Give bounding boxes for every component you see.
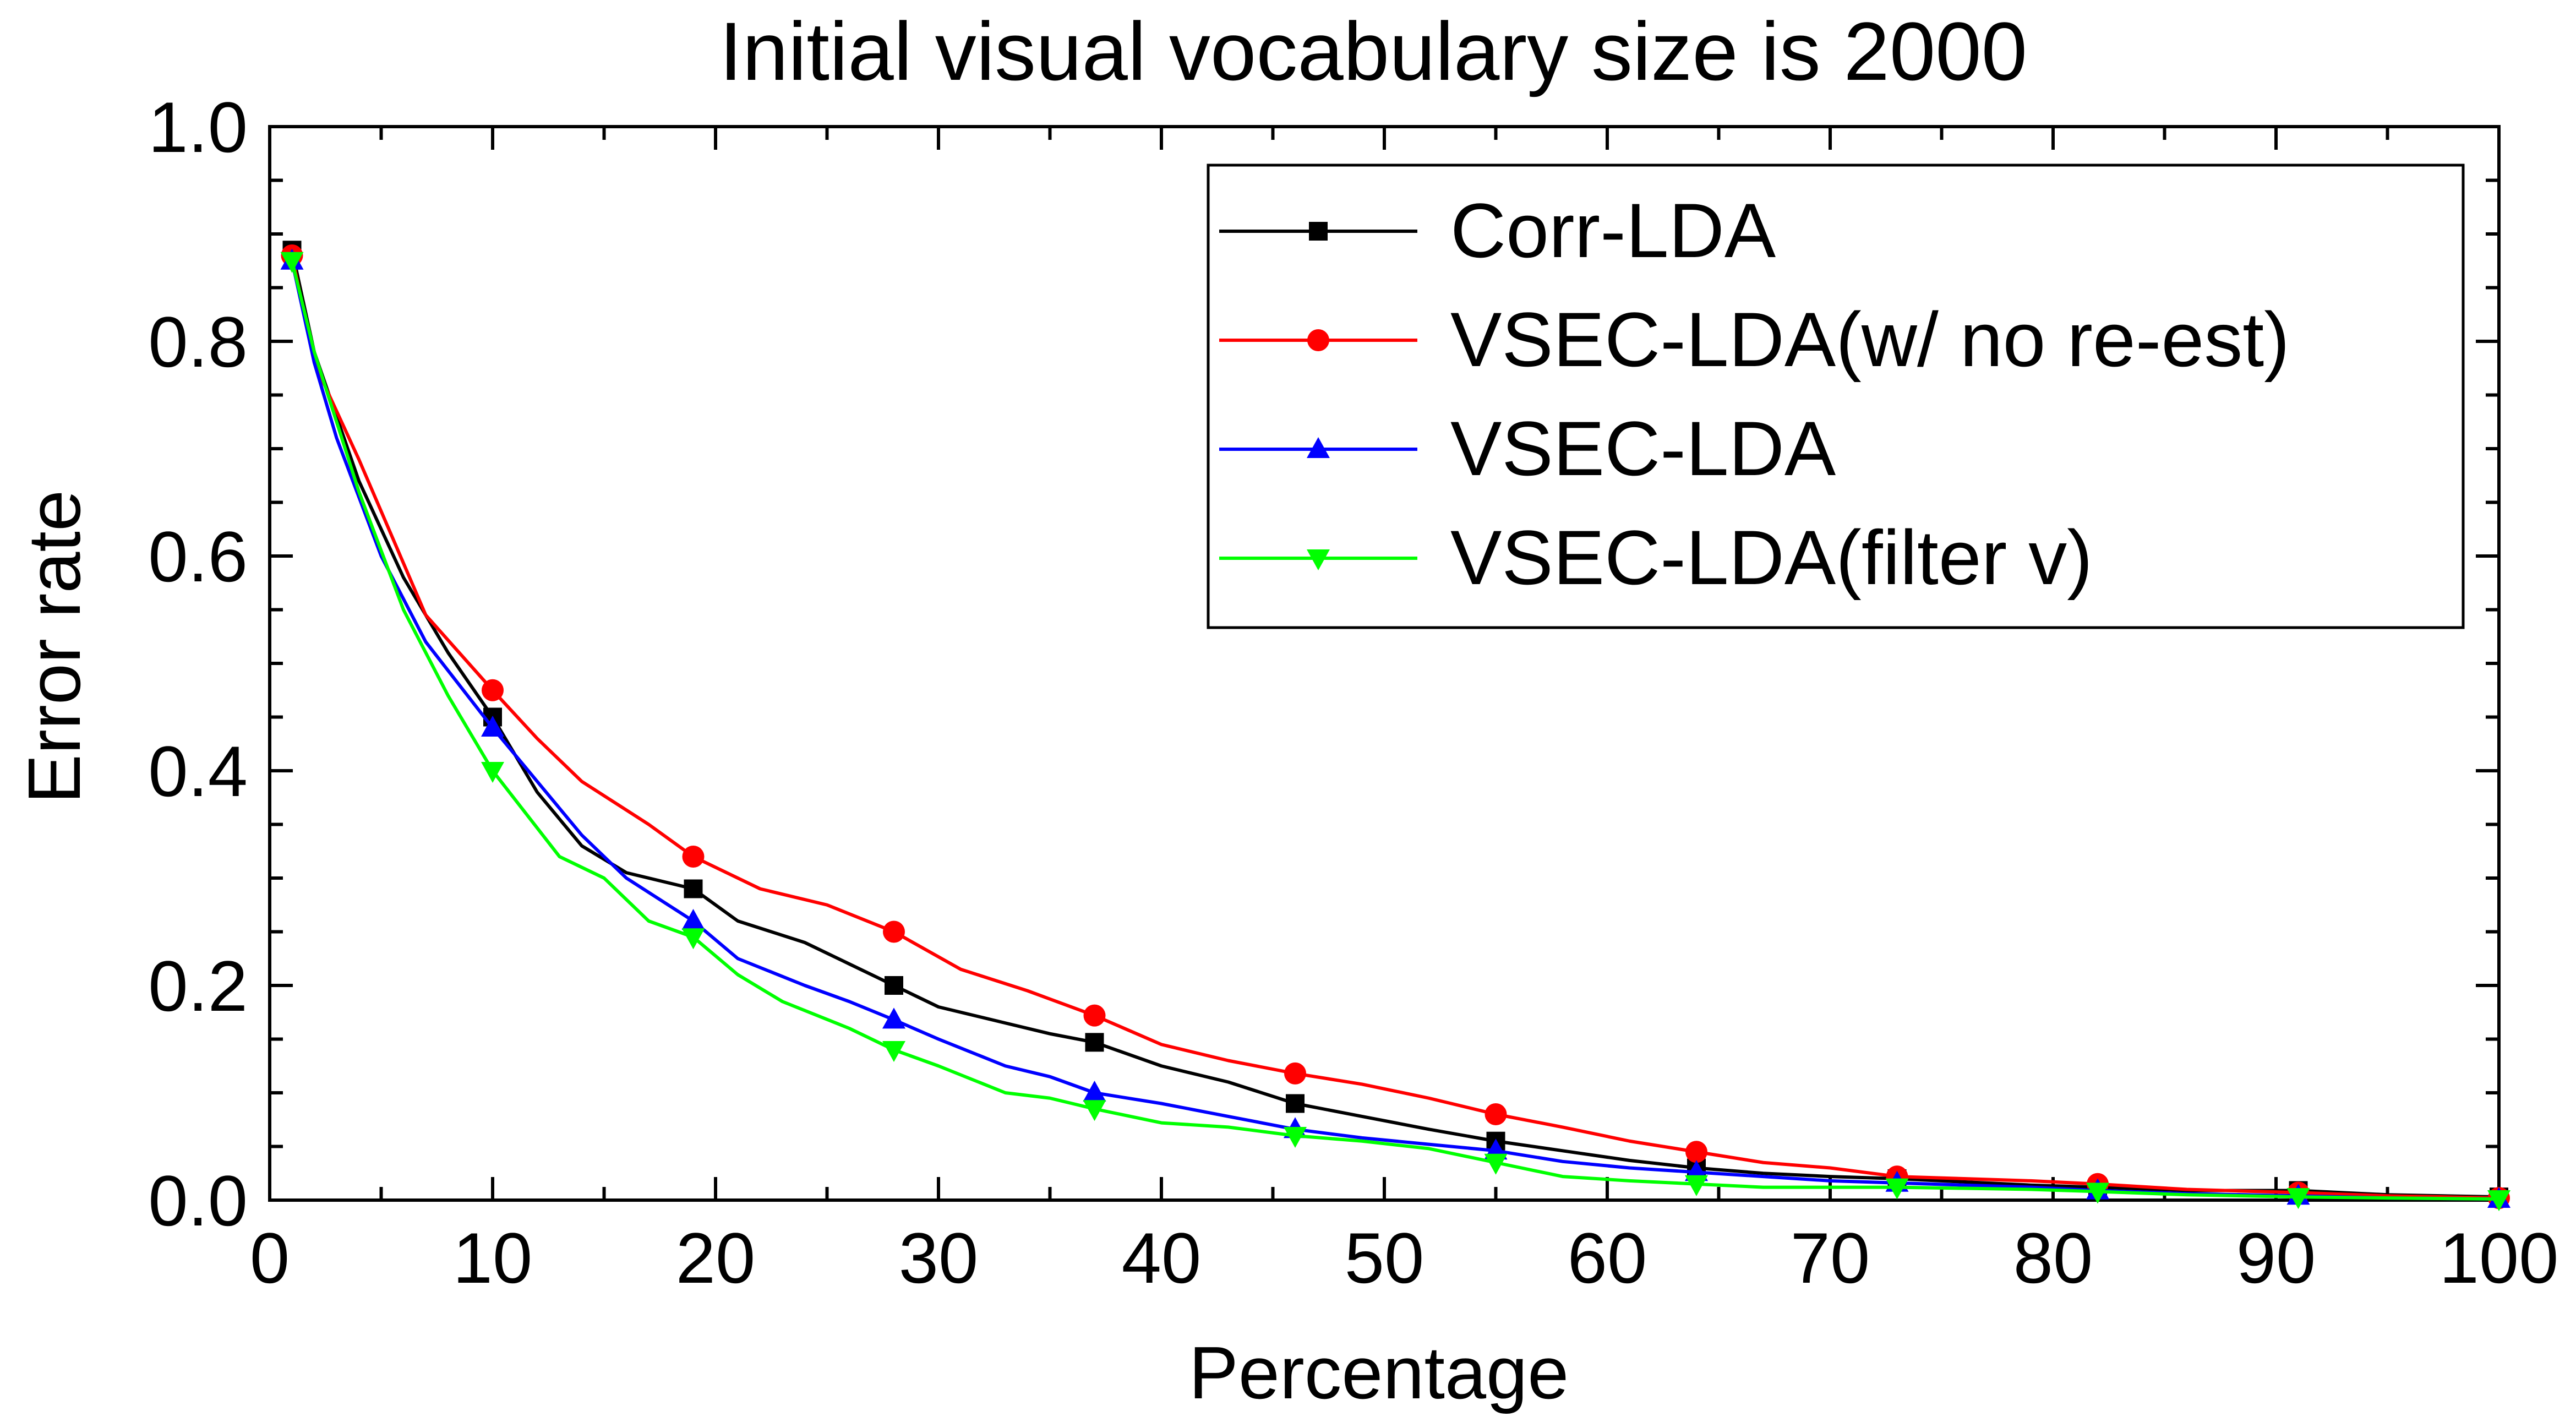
legend: Corr-LDA VSEC-LDA(w/ no re-est) VSEC-LDA VS… [1207, 164, 2465, 629]
legend-marker [1307, 549, 1330, 570]
data-point [1885, 1178, 1909, 1200]
data-point [681, 928, 705, 950]
series-3 [280, 252, 2510, 1212]
legend-label: VSEC-LDA [1450, 405, 1836, 492]
x-tick-label: 20 [676, 1218, 756, 1298]
data-point [481, 716, 504, 737]
x-axis-label: Percentage [1189, 1331, 1569, 1414]
legend-label: VSEC-LDA(w/ no re-est) [1450, 296, 2290, 383]
chart-title: Initial visual vocabulary size is 2000 [719, 5, 2027, 97]
y-axis: 0.0 0.2 0.4 0.6 0.8 1.0 [148, 87, 2499, 1241]
data-point [1284, 1127, 1307, 1148]
x-axis: 0 10 20 30 40 50 60 70 80 90 100 [250, 127, 2559, 1298]
x-tick-label: 70 [1791, 1218, 1870, 1298]
data-point [482, 679, 504, 701]
x-tick-label: 0 [250, 1218, 290, 1298]
x-tick-label: 40 [1122, 1218, 1202, 1298]
data-point [1685, 1141, 1707, 1163]
data-point [1083, 1100, 1106, 1121]
data-point [2487, 1190, 2510, 1212]
data-point [481, 762, 504, 783]
series-layer [280, 241, 2510, 1212]
y-axis-label: Error rate [13, 490, 96, 804]
legend-item: VSEC-LDA(filter v) [1219, 514, 2093, 601]
data-point [2086, 1183, 2109, 1204]
legend-marker [1309, 222, 1328, 241]
x-tick-label: 10 [453, 1218, 533, 1298]
data-point [681, 909, 705, 930]
series-line [290, 260, 2499, 1201]
y-tick-label: 1.0 [148, 87, 248, 167]
legend-item: Corr-LDA [1219, 187, 1776, 274]
data-point [2286, 1188, 2310, 1209]
data-point [1284, 1062, 1306, 1085]
series-line [290, 255, 2499, 1200]
legend-marker [1307, 437, 1330, 458]
x-tick-label: 60 [1568, 1218, 1647, 1298]
series-line [290, 249, 2499, 1199]
y-tick-label: 0.6 [148, 516, 248, 597]
series-line [290, 260, 2499, 1201]
x-tick-label: 80 [2013, 1218, 2093, 1298]
legend-marker [1307, 329, 1329, 351]
legend-box [1207, 164, 2465, 629]
data-point [1286, 1094, 1305, 1113]
legend-item: VSEC-LDA [1219, 405, 1836, 492]
data-point [1685, 1175, 1708, 1196]
y-tick-label: 0.2 [148, 946, 248, 1026]
data-point [1484, 1153, 1508, 1175]
data-point [882, 1041, 905, 1062]
data-point [684, 879, 703, 898]
x-tick-label: 100 [2439, 1218, 2559, 1298]
x-tick-label: 90 [2236, 1218, 2316, 1298]
data-point [1085, 1033, 1104, 1052]
x-tick-label: 50 [1345, 1218, 1425, 1298]
data-point [885, 976, 903, 995]
legend-item: VSEC-LDA(w/ no re-est) [1219, 296, 2290, 383]
data-point [882, 1007, 905, 1029]
y-tick-label: 0.0 [148, 1161, 248, 1241]
data-point [1083, 1004, 1106, 1027]
data-point [682, 846, 705, 868]
y-tick-label: 0.4 [148, 731, 248, 811]
data-point [280, 252, 304, 273]
data-point [1485, 1103, 1507, 1125]
x-tick-label: 30 [899, 1218, 979, 1298]
legend-label: Corr-LDA [1450, 187, 1776, 274]
data-point [883, 920, 905, 943]
data-point [1083, 1081, 1106, 1102]
y-tick-label: 0.8 [148, 302, 248, 382]
legend-label: VSEC-LDA(filter v) [1450, 514, 2093, 601]
